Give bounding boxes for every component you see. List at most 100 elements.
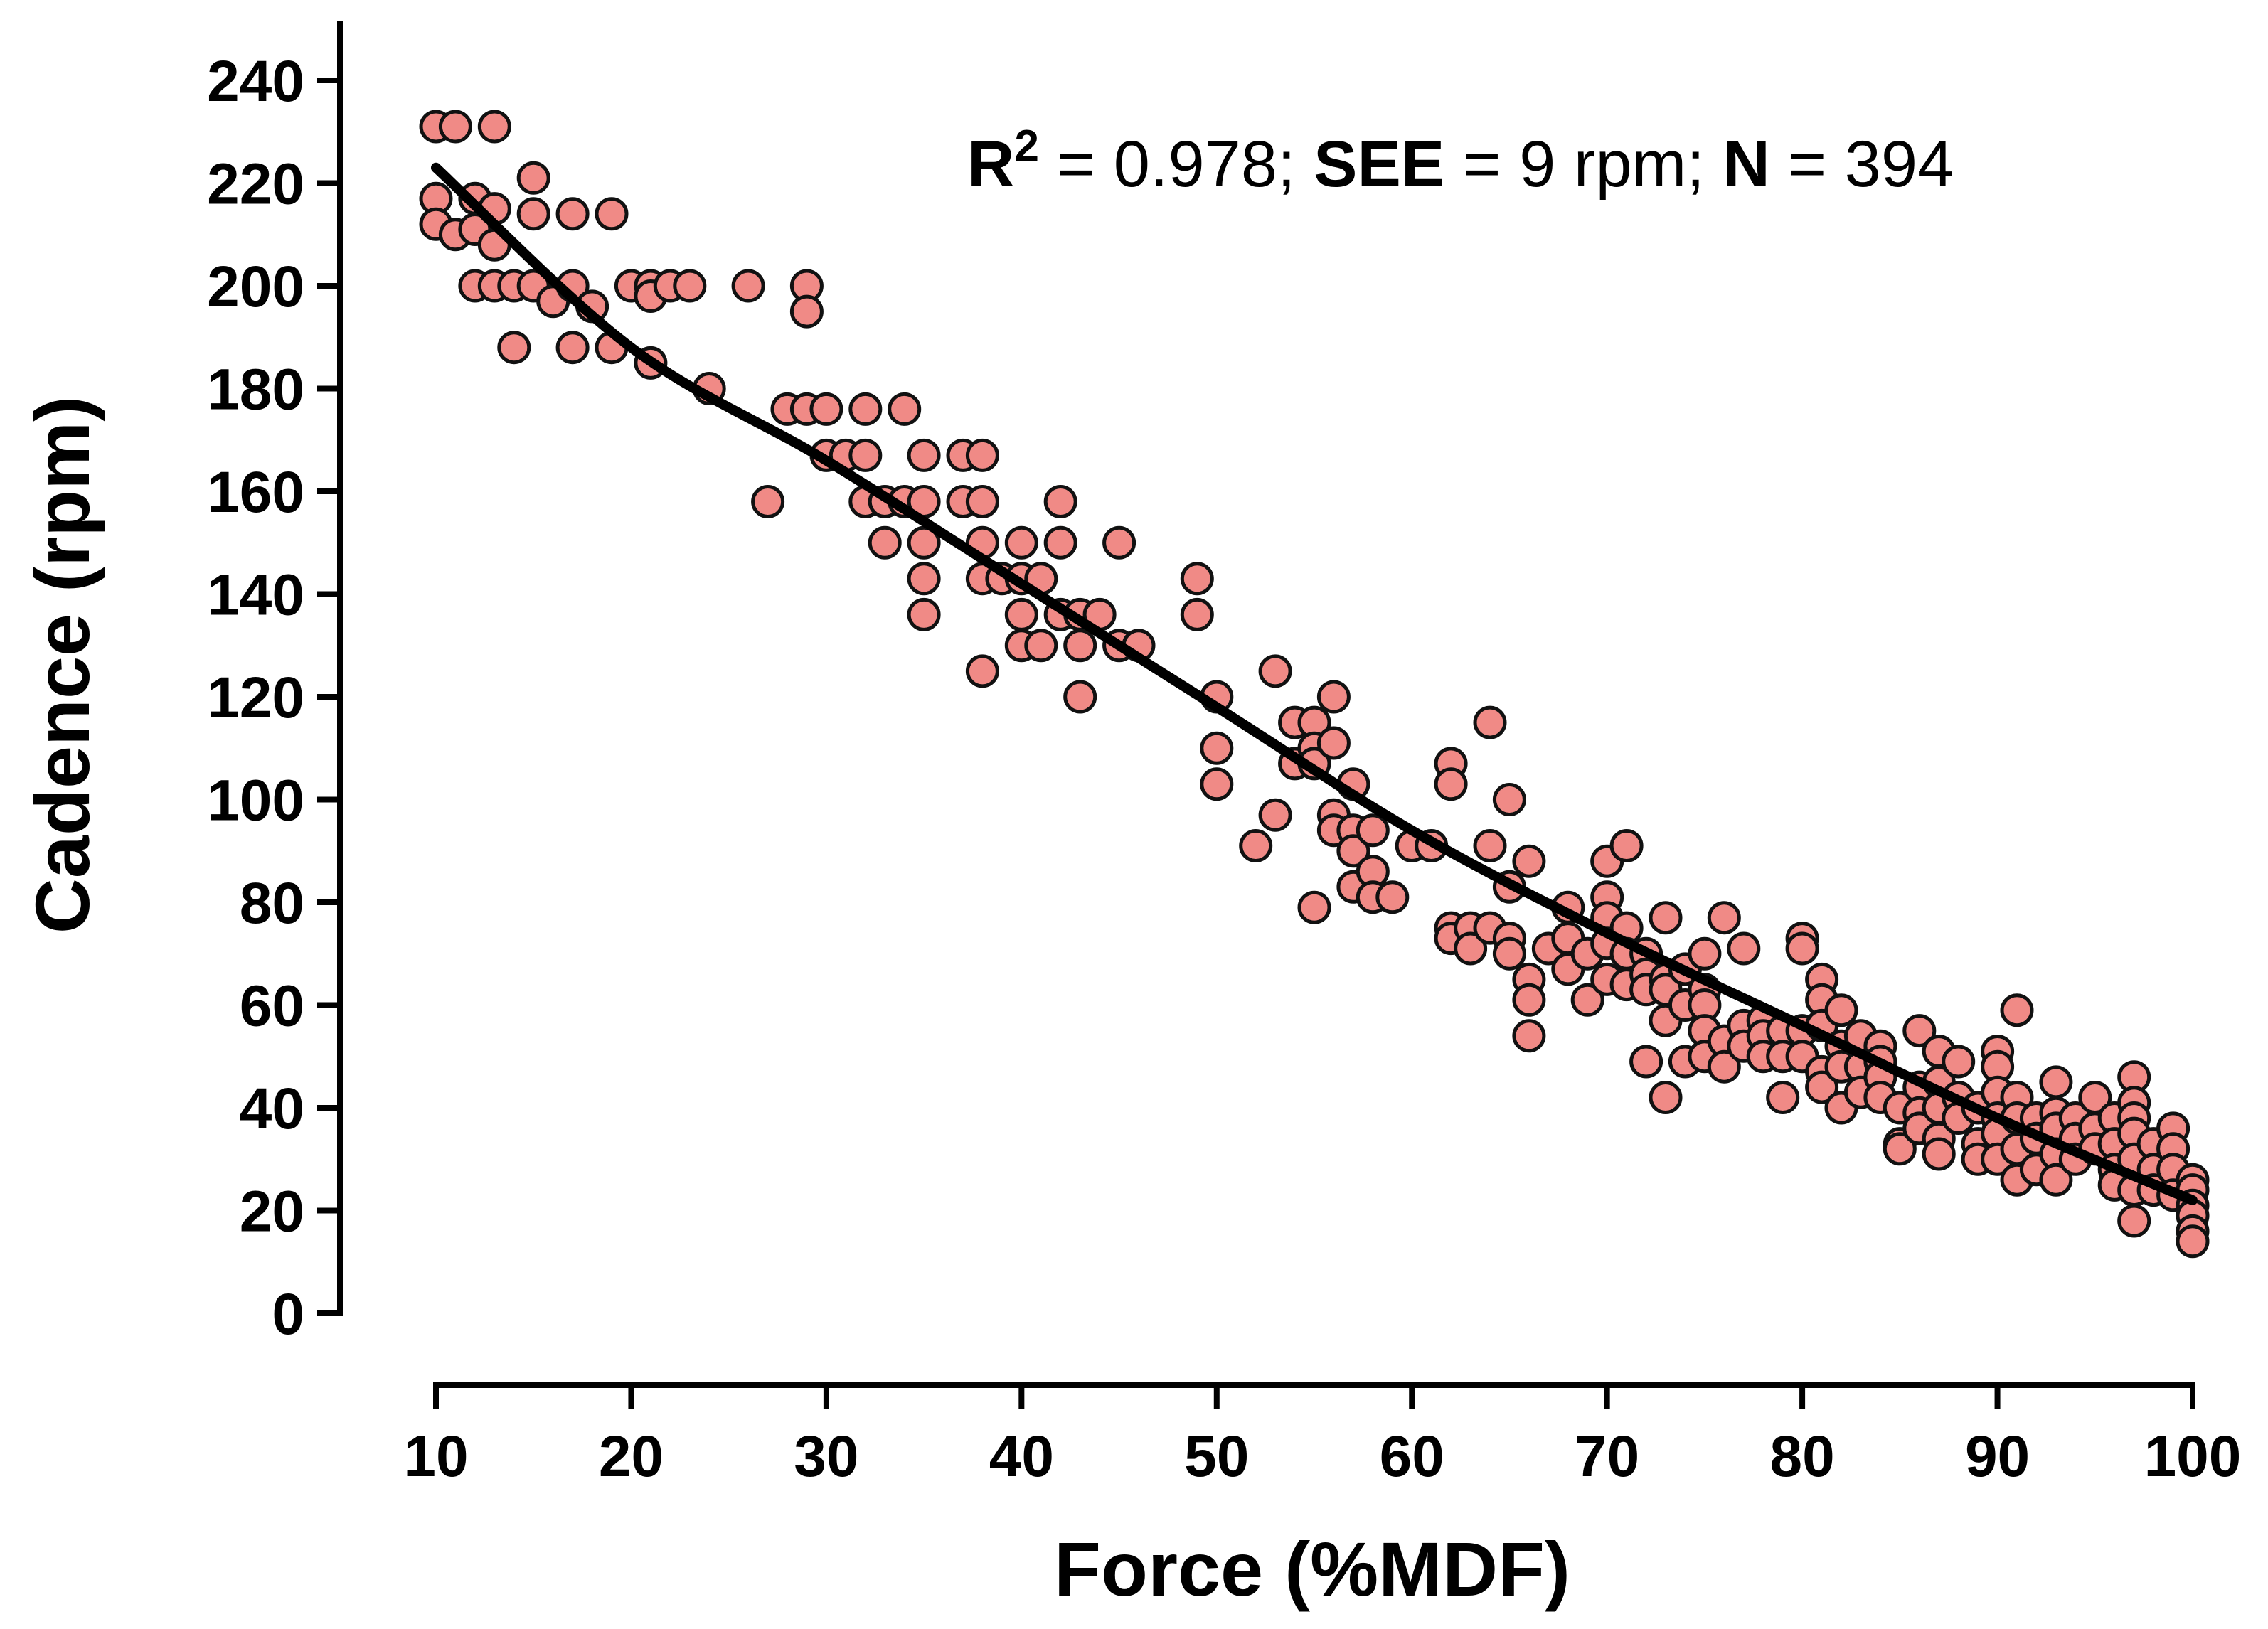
data-point <box>965 438 999 472</box>
data-point <box>1063 629 1097 663</box>
x-axis: 10 20 30 40 50 60 70 80 90 100 <box>403 1382 2242 1489</box>
y-tick-label: 160 <box>207 460 304 525</box>
data-point <box>595 197 629 231</box>
data-point <box>516 161 550 195</box>
x-tick-label: 80 <box>1770 1424 1835 1489</box>
x-tick-label: 100 <box>2144 1424 2242 1489</box>
data-point <box>1902 1014 1937 1048</box>
data-point <box>1512 983 1546 1017</box>
data-point <box>1024 629 1058 663</box>
data-point <box>1336 834 1370 868</box>
x-tick-label: 70 <box>1575 1424 1639 1489</box>
data-point <box>1707 901 1741 935</box>
x-axis-title: Force (%MDF) <box>1054 1526 1570 1612</box>
data-points <box>419 110 2210 1259</box>
data-point <box>1492 783 1526 816</box>
data-point <box>1043 485 1077 518</box>
data-point <box>1004 597 1038 631</box>
data-point <box>555 197 590 231</box>
trendline-path <box>431 162 2198 1205</box>
x-tick-label: 50 <box>1184 1424 1249 1489</box>
data-point <box>1200 767 1234 801</box>
y-tick-label: 20 <box>240 1180 304 1244</box>
data-point <box>1102 525 1136 560</box>
x-tick-label: 60 <box>1380 1424 1444 1489</box>
data-point <box>848 438 883 472</box>
trendline <box>431 162 2198 1205</box>
data-point <box>1473 705 1507 739</box>
data-point <box>2176 1224 2210 1259</box>
y-tick-label: 180 <box>207 358 304 422</box>
y-axis-title: Cadence (rpm) <box>19 396 105 934</box>
data-point <box>1942 1045 1976 1079</box>
data-point <box>555 331 590 365</box>
data-point <box>1239 829 1273 862</box>
data-point <box>1043 525 1077 560</box>
data-point <box>907 562 941 596</box>
data-point <box>1375 880 1410 914</box>
data-point <box>1883 1132 1917 1166</box>
data-point <box>1649 901 1683 935</box>
n-label: N <box>1723 128 1769 201</box>
data-point <box>2039 1163 2073 1197</box>
data-point <box>1609 829 1644 862</box>
data-point <box>2039 1065 2073 1099</box>
data-point <box>1316 726 1351 760</box>
data-point <box>965 485 999 518</box>
data-point <box>1824 993 1858 1027</box>
data-point <box>848 392 883 426</box>
data-point <box>1063 680 1097 714</box>
data-point <box>1629 1045 1663 1079</box>
data-point <box>1688 936 1722 971</box>
data-point <box>789 294 824 329</box>
data-point <box>1004 525 1038 560</box>
see-value: = 9 rpm; <box>1444 128 1723 201</box>
r-squared-label: R <box>967 128 1014 201</box>
data-point <box>907 597 941 631</box>
data-point <box>1180 562 1214 596</box>
y-tick-label: 80 <box>240 871 304 936</box>
y-tick-label: 100 <box>207 769 304 833</box>
y-tick-label: 200 <box>207 255 304 319</box>
data-point <box>1512 844 1546 878</box>
data-point <box>731 269 765 303</box>
data-point <box>1492 936 1526 971</box>
r-squared-superscript: 2 <box>1014 122 1038 171</box>
data-point <box>751 485 785 518</box>
n-value: = 394 <box>1770 128 1954 201</box>
data-point <box>1785 931 1819 966</box>
r-squared-value: = 0.978; <box>1039 128 1314 201</box>
data-point <box>497 331 531 365</box>
y-tick-label: 140 <box>207 563 304 628</box>
x-tick-label: 20 <box>599 1424 664 1489</box>
data-point <box>965 654 999 688</box>
data-point <box>1473 829 1507 862</box>
data-point <box>673 269 707 303</box>
data-point <box>1727 931 1761 966</box>
see-label: SEE <box>1314 128 1444 201</box>
data-point <box>2000 993 2034 1027</box>
data-point <box>1297 890 1331 924</box>
data-point <box>1356 813 1390 848</box>
data-point <box>1805 1070 1839 1104</box>
y-tick-label: 60 <box>240 974 304 1039</box>
data-point <box>438 110 472 144</box>
y-tick-label: 240 <box>207 49 304 114</box>
y-tick-label: 220 <box>207 152 304 217</box>
data-point <box>1649 1081 1683 1114</box>
data-point <box>888 392 922 426</box>
data-point <box>1512 1019 1546 1053</box>
data-point <box>1570 983 1604 1017</box>
y-tick-label: 40 <box>240 1077 304 1141</box>
y-axis: 0 20 40 60 80 100 120 140 160 180 200 220 240 <box>207 21 343 1347</box>
x-tick-label: 30 <box>794 1424 858 1489</box>
data-point <box>1316 680 1351 714</box>
data-point <box>907 438 941 472</box>
data-point <box>1200 731 1234 765</box>
data-point <box>1922 1137 1956 1171</box>
data-point <box>2117 1204 2151 1238</box>
data-point <box>1258 654 1292 688</box>
data-point <box>1434 767 1468 801</box>
x-tick-label: 90 <box>1965 1424 2030 1489</box>
data-point <box>1180 597 1214 631</box>
